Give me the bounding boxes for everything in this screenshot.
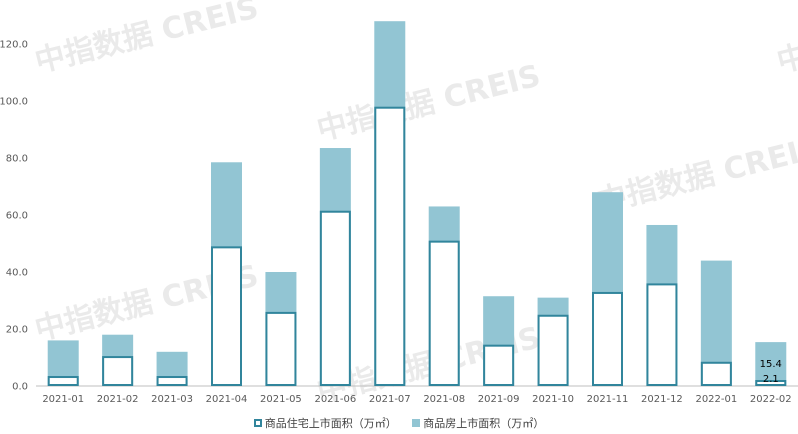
data-labels: 15.4 2.1	[760, 359, 782, 385]
y-tick-label: 120.0	[0, 40, 28, 51]
watermark-text: 中指数据 CREIS	[313, 58, 543, 147]
x-tick-label: 2021-02	[97, 394, 139, 405]
bar-residential	[428, 240, 460, 386]
x-tick-label: 2022-02	[750, 394, 792, 405]
bar-residential	[319, 210, 351, 386]
legend-swatch-outline	[253, 419, 262, 427]
legend-swatch-fill	[412, 419, 421, 427]
x-tick-label: 2021-08	[423, 394, 465, 405]
watermark-text: 中指数据 CREIS	[773, 0, 798, 80]
bar-residential	[483, 344, 515, 386]
bar-residential	[755, 380, 787, 387]
outline-series-bars	[47, 106, 787, 387]
bar-residential	[47, 376, 79, 386]
bar-residential	[265, 311, 297, 386]
bar-residential	[102, 356, 134, 387]
bar-residential	[211, 246, 242, 386]
bar-commercial	[755, 342, 787, 386]
x-tick-label: 2022-01	[695, 394, 737, 405]
x-tick-label: 2021-11	[587, 394, 629, 405]
bar-residential	[374, 106, 406, 386]
x-tick-label: 2021-10	[532, 394, 574, 405]
legend-item-residential: 商品住宅上市面积（万㎡）	[253, 415, 397, 431]
x-tick-label: 2021-01	[42, 394, 84, 405]
x-tick-label: 2021-09	[478, 394, 520, 405]
x-tick-label: 2021-12	[641, 394, 683, 405]
y-tick-label: 60.0	[6, 211, 28, 222]
legend: 商品住宅上市面积（万㎡） 商品房上市面积（万㎡）	[0, 415, 798, 431]
y-tick-label: 40.0	[6, 268, 28, 279]
legend-label-commercial: 商品房上市面积（万㎡）	[423, 417, 545, 430]
watermark-text: 中指数据 CREIS	[31, 0, 261, 80]
x-tick-label: 2021-07	[369, 394, 411, 405]
bar-residential	[700, 361, 732, 386]
legend-label-residential: 商品住宅上市面积（万㎡）	[264, 417, 397, 430]
watermark-layer: 中指数据 CREIS 中指数据 CREIS 中指数据 CREIS 中指数据 CREIS…	[31, 0, 798, 410]
bar-residential	[592, 291, 623, 387]
x-tick-label: 2021-03	[151, 394, 193, 405]
y-tick-label: 20.0	[6, 325, 28, 336]
y-tick-label: 0.0	[12, 382, 28, 393]
data-label: 15.4	[760, 359, 782, 370]
x-tick-label: 2021-06	[314, 394, 356, 405]
x-tick-label: 2021-04	[206, 394, 248, 405]
y-tick-label: 100.0	[0, 97, 28, 108]
y-tick-label: 80.0	[6, 154, 28, 165]
bar-residential	[537, 314, 569, 386]
data-label: 2.1	[763, 374, 779, 385]
watermark-text: 中指数据 CREIS	[593, 130, 798, 219]
x-axis-ticks: 2021-01 2021-02 2021-03 2021-04 2021-05 2021-…	[42, 394, 791, 405]
bar-residential	[156, 376, 188, 386]
bar-residential	[646, 283, 678, 386]
legend-item-commercial: 商品房上市面积（万㎡）	[412, 415, 544, 431]
y-axis-ticks: 0.0 20.0 40.0 60.0 80.0 100.0 120.0	[0, 40, 28, 393]
x-tick-label: 2021-05	[260, 394, 302, 405]
